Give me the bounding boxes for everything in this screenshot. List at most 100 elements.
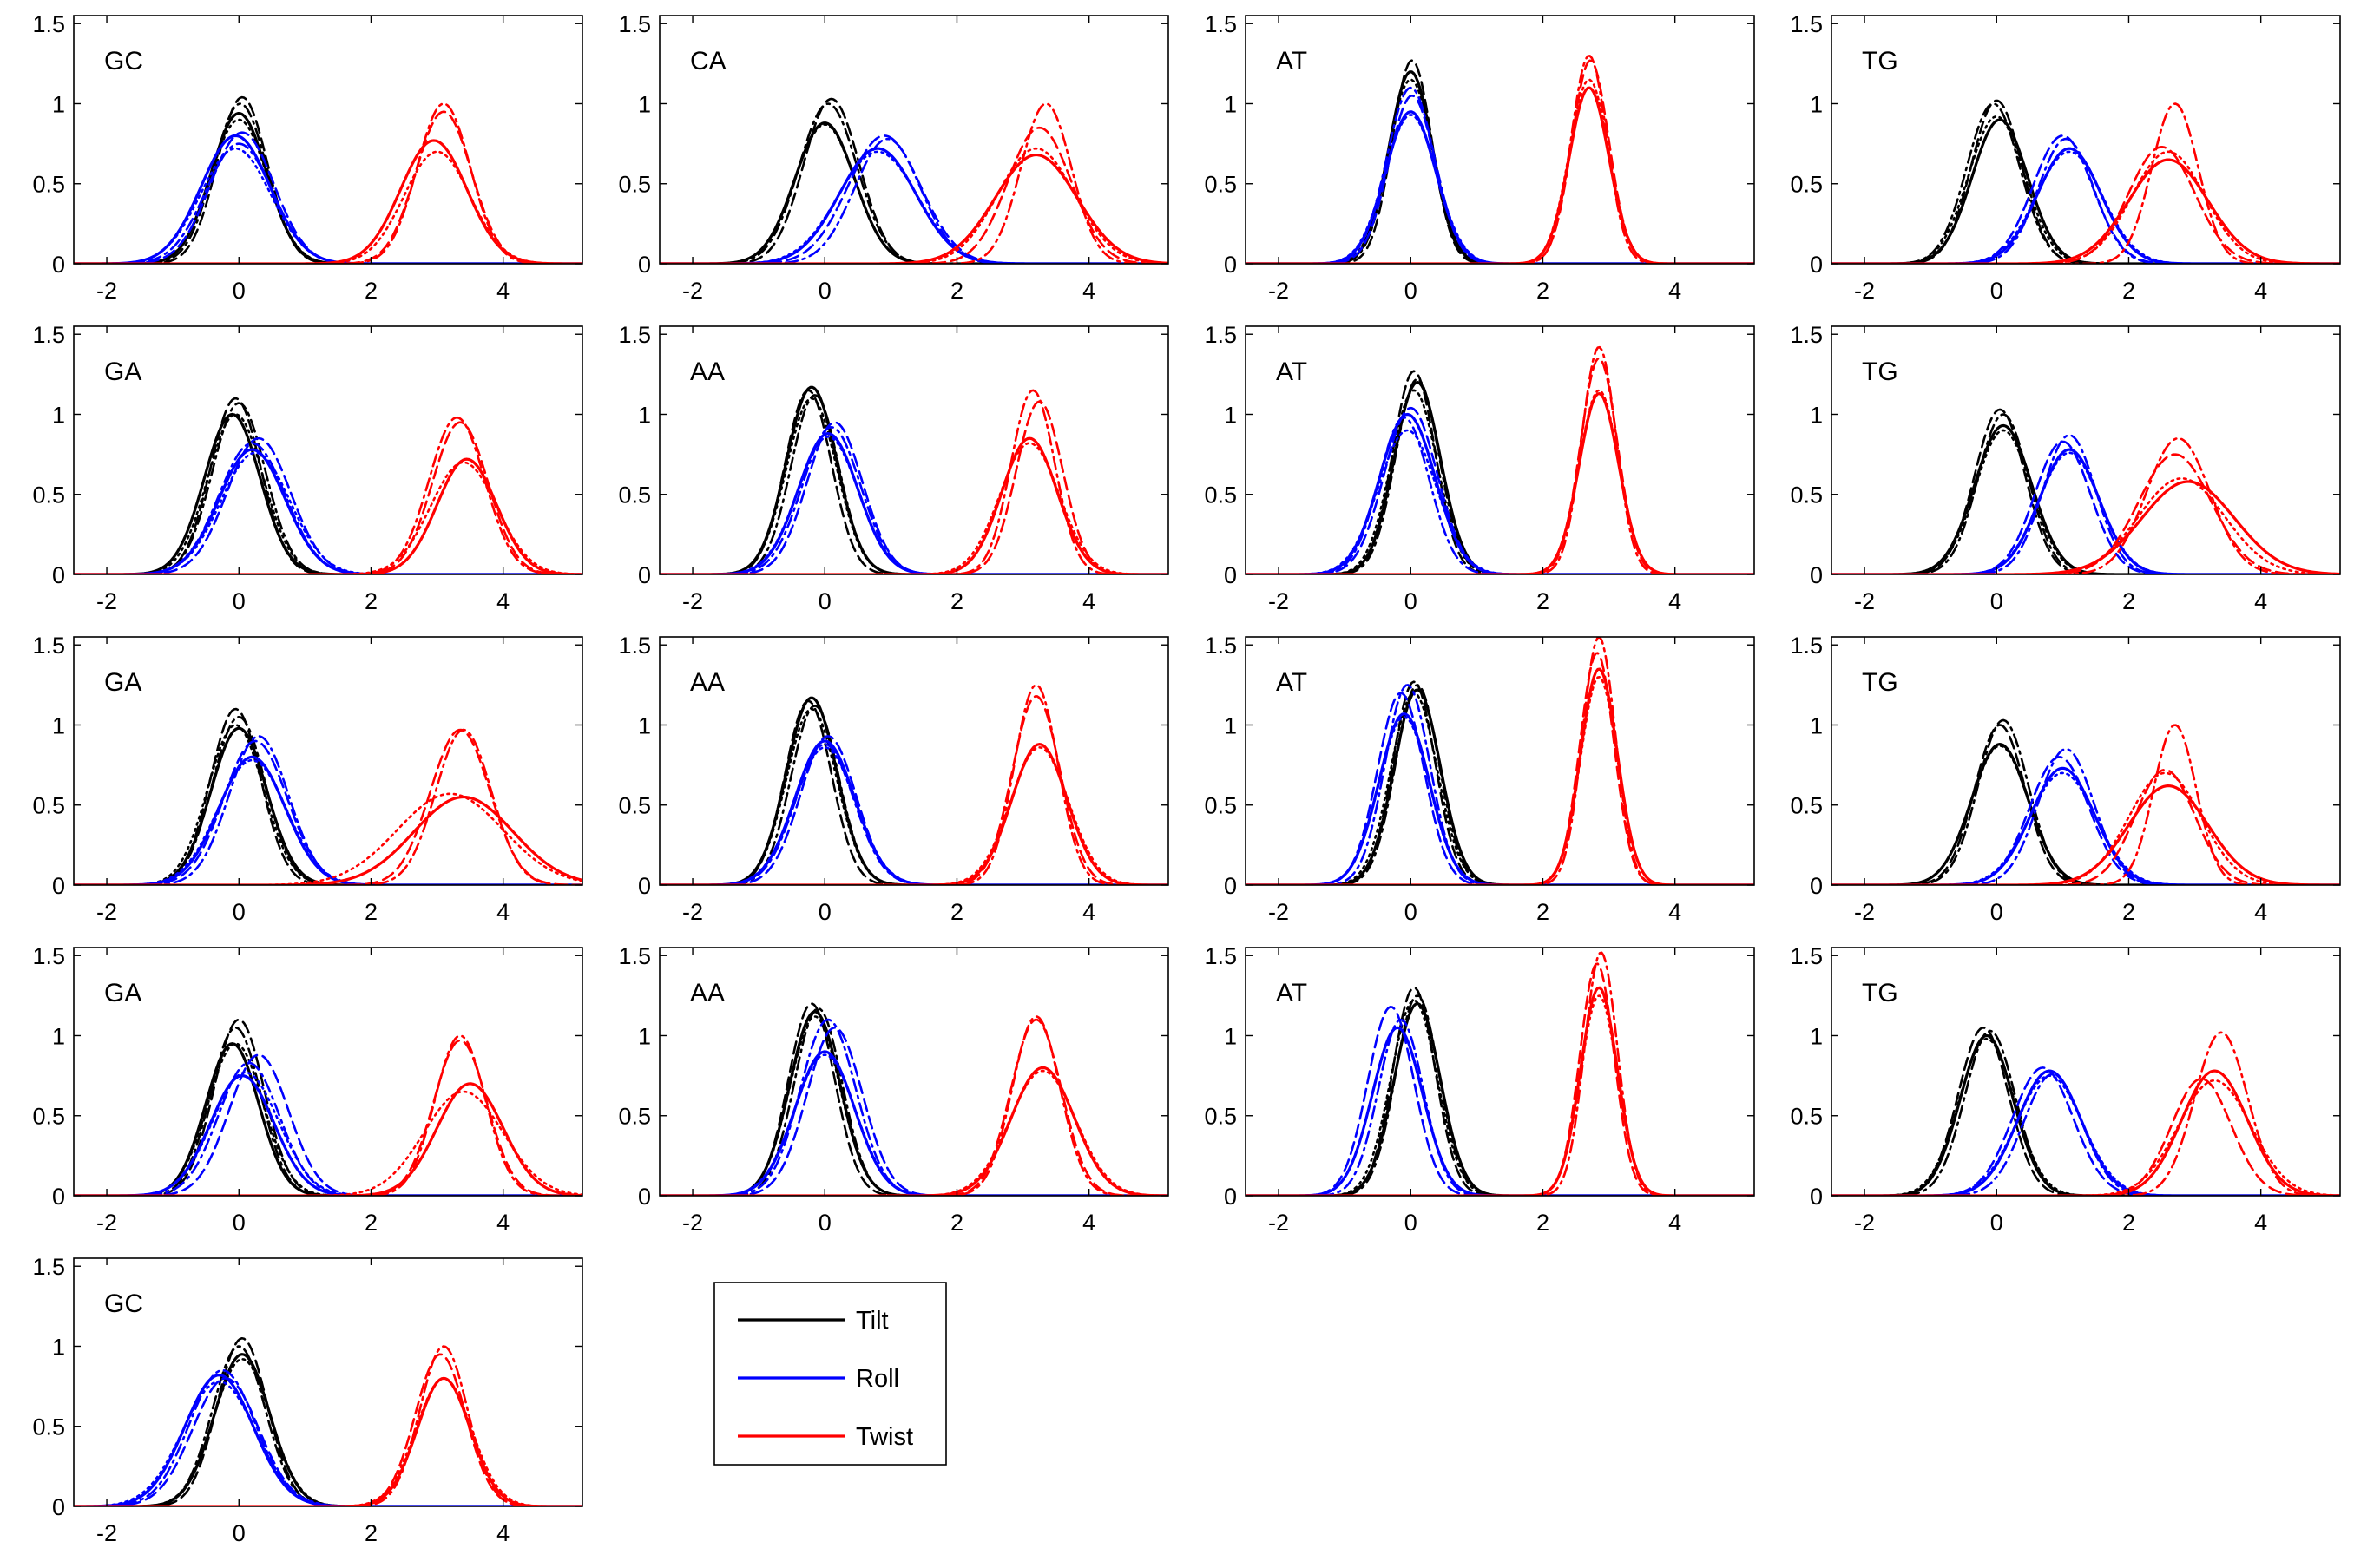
x-tick-label: 0 [233,899,246,925]
tilt-curve-dash-dot [1246,377,1754,574]
x-tick-label: 2 [2122,1210,2135,1236]
panel-tg-7: -2 0 2 4 0 0.5 1 1.5 TG [1790,322,2341,614]
tilt-curve-dash-dot [660,394,1168,574]
y-tick-label: 1 [638,1023,651,1049]
twist-curve-dotted [1246,994,1754,1196]
y-tick-label: 1 [52,402,65,428]
curves [1246,637,1754,885]
twist-curve-solid [1246,86,1754,264]
tilt-curve-dash-dot [660,102,1168,264]
roll-curve-dashed [74,1053,582,1196]
twist-curve-dotted [1831,476,2340,574]
y-tick-label: 0 [52,252,65,278]
twist-curve-solid [1831,480,2340,574]
x-tick-label: -2 [96,899,117,925]
tilt-curve-dotted [660,1015,1168,1196]
y-tick-label: 0.5 [1204,793,1237,819]
twist-curve-dash-dot [660,1015,1168,1196]
y-tick-label: 1.5 [32,1254,65,1280]
twist-curve-solid [660,743,1168,885]
curves [660,1002,1168,1196]
x-tick-label: 0 [1990,588,2003,614]
x-tick-label: 2 [950,278,963,304]
twist-curve-dotted [74,1090,582,1196]
curves [660,97,1168,264]
axes-frame [1245,947,1755,1197]
twist-curve-solid [1246,392,1754,574]
x-tick-label: -2 [1854,899,1875,925]
panel-label: TG [1862,979,1898,1007]
twist-curve-dash-dot [1246,345,1754,574]
twist-curve-dash-dot [1246,637,1754,885]
panel-gc-16: -2 0 2 4 0 0.5 1 1.5 GC [32,1254,583,1546]
x-tick-label: 0 [1990,1210,2003,1236]
twist-curve-dotted [74,461,582,574]
curves [1831,99,2340,264]
tilt-curve-dashed [1246,680,1754,885]
roll-curve-dotted [1246,1027,1754,1196]
twist-curve-dotted [1246,389,1754,574]
tilt-curve-solid [1831,118,2340,264]
x-tick-label: 0 [819,1210,832,1236]
roll-curve-dotted [660,150,1168,264]
y-tick-label: 0.5 [618,1104,651,1130]
tilt-curve-dashed [1831,1027,2340,1196]
twist-curve-dash-dot [74,102,582,264]
y-tick-label: 0 [1810,252,1823,278]
twist-curve-dashed [660,695,1168,885]
roll-curve-dash-dot [1246,684,1754,885]
roll-curve-dash-dot [1831,434,2340,574]
tilt-curve-dash-dot [1246,994,1754,1196]
roll-curve-dash-dot [660,137,1168,264]
twist-curve-dash-dot [1246,55,1754,264]
panel-label: AA [690,358,725,386]
panel-ga-4: -2 0 2 4 0 0.5 1 1.5 GA [32,322,583,614]
y-tick-label: 0.5 [1790,1104,1823,1130]
roll-curve-dotted [660,1053,1168,1196]
x-tick-label: -2 [96,1210,117,1236]
twist-curve-dash-dot [1831,436,2340,574]
roll-curve-solid [1831,147,2340,264]
tilt-curve-dotted [1246,999,1754,1196]
panel-tg-3: -2 0 2 4 0 0.5 1 1.5 TG [1790,11,2341,304]
twist-curve-dashed [74,1353,582,1506]
tilt-curve-dotted [1831,429,2340,574]
roll-curve-dashed [660,421,1168,574]
panel-aa-13: -2 0 2 4 0 0.5 1 1.5 AA [618,943,1169,1236]
panel-ca-1: -2 0 2 4 0 0.5 1 1.5 CA [618,11,1169,304]
x-tick-label: 2 [1536,899,1549,925]
panel-at-2: -2 0 2 4 0 0.5 1 1.5 AT [1204,11,1755,304]
axes-frame [1831,947,2341,1197]
panel-label: CA [690,47,727,75]
panel-label: GA [104,979,141,1007]
x-tick-label: 2 [365,1210,378,1236]
y-tick-label: 1.5 [1204,633,1237,659]
axes-frame [659,636,1169,886]
twist-curve-dash-dot [1831,102,2340,264]
panel-at-14: -2 0 2 4 0 0.5 1 1.5 AT [1204,943,1755,1236]
roll-curve-dotted [1246,429,1754,574]
x-tick-label: 0 [233,588,246,614]
x-tick-label: -2 [1268,278,1289,304]
axes-frame [73,1257,583,1507]
legend: Tilt Roll Twist [713,1282,947,1466]
twist-curve-dotted [74,150,582,264]
panel-tg-15: -2 0 2 4 0 0.5 1 1.5 TG [1790,943,2341,1236]
x-tick-label: 2 [1536,588,1549,614]
roll-curve-dotted [74,758,582,885]
tilt-curve-dotted [74,1357,582,1506]
panel-label: TG [1862,358,1898,386]
tilt-curve-dotted [1831,115,2340,264]
roll-curve-solid [1246,1026,1754,1196]
x-tick-label: 2 [365,588,378,614]
panel-label: GA [104,668,141,697]
tilt-curve-dash-dot [1831,718,2340,885]
tilt-curve-solid [74,726,582,885]
axes-frame [659,325,1169,575]
x-tick-label: 0 [819,278,832,304]
x-tick-label: 0 [1404,899,1417,925]
roll-curve-dash-dot [1246,416,1754,574]
twist-curve-dashed [1246,59,1754,264]
y-tick-label: 1 [1224,91,1237,117]
